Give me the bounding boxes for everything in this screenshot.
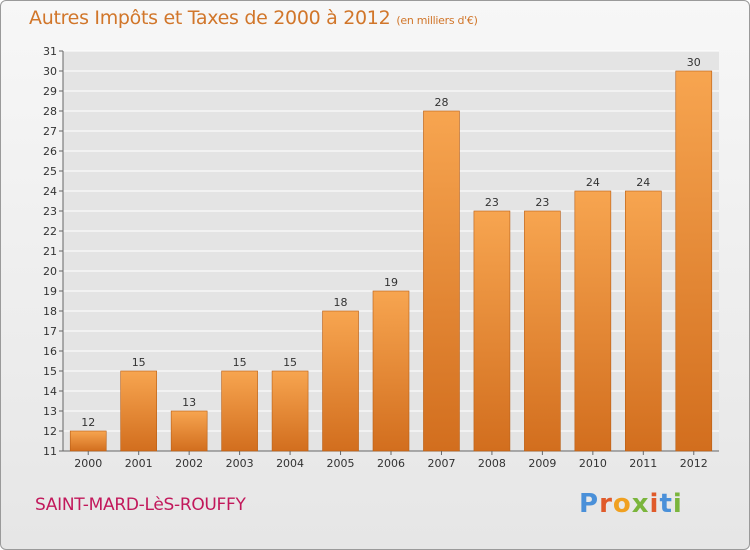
y-tick-label-21: 21 [43, 245, 57, 258]
bar-2004 [272, 371, 309, 451]
y-tick-label-29: 29 [43, 85, 57, 98]
data-label-2002: 13 [182, 396, 196, 409]
x-tick-label-2000: 2000 [74, 457, 102, 470]
x-tick-label-2002: 2002 [175, 457, 203, 470]
y-tick-label-11: 11 [43, 445, 57, 458]
bar-2010 [574, 191, 611, 451]
y-tick-label-20: 20 [43, 265, 57, 278]
logo-letter: i [649, 489, 660, 519]
data-label-2003: 15 [233, 356, 247, 369]
chart-title: Autres Impôts et Taxes de 2000 à 2012 (en… [29, 7, 478, 29]
bar-2006 [373, 291, 409, 451]
x-tick-label-2010: 2010 [579, 457, 607, 470]
y-tick-label-28: 28 [43, 105, 57, 118]
bar-2011 [625, 191, 662, 451]
proxiti-logo: Proxiti [579, 489, 683, 519]
y-tick-label-17: 17 [43, 325, 57, 338]
bar-2003 [221, 371, 258, 451]
y-tick-label-22: 22 [43, 225, 57, 238]
bar-2005 [322, 311, 359, 451]
y-tick-label-24: 24 [43, 185, 57, 198]
y-tick-label-15: 15 [43, 365, 57, 378]
y-tick-labels: 11 12 13 14 15 16 17 18 19 20 21 22 23 24 25 26 27 28 29 30… [43, 45, 63, 458]
data-label-2001: 15 [132, 356, 146, 369]
data-label-2009: 23 [535, 196, 549, 209]
bar-2007 [423, 111, 460, 451]
logo-letter: o [612, 489, 632, 519]
y-tick-label-16: 16 [43, 345, 57, 358]
data-label-2007: 28 [434, 96, 448, 109]
y-tick-label-19: 19 [43, 285, 57, 298]
x-tick-label-2001: 2001 [125, 457, 153, 470]
logo-letter: r [599, 489, 613, 519]
data-label-2008: 23 [485, 196, 499, 209]
y-tick-label-23: 23 [43, 205, 57, 218]
bar-2000 [70, 431, 107, 451]
y-tick-label-27: 27 [43, 125, 57, 138]
y-tick-label-18: 18 [43, 305, 57, 318]
x-tick-labels: 2000 2001 2002 2003 2004 2005 2006 2007 2008 2009… [74, 451, 708, 470]
data-label-2006: 19 [384, 276, 398, 289]
chart-title-text: Autres Impôts et Taxes de 2000 à 2012 [29, 7, 391, 29]
logo-letter: i [672, 489, 683, 519]
data-label-2004: 15 [283, 356, 297, 369]
data-label-2010: 24 [586, 176, 600, 189]
bars [69, 70, 713, 452]
bar-2002 [171, 411, 208, 451]
y-tick-label-25: 25 [43, 165, 57, 178]
y-tick-label-31: 31 [43, 45, 57, 58]
x-tick-label-2011: 2011 [629, 457, 657, 470]
y-tick-label-30: 30 [43, 65, 57, 78]
x-tick-label-2003: 2003 [226, 457, 254, 470]
x-tick-label-2006: 2006 [377, 457, 405, 470]
y-tick-label-14: 14 [43, 385, 57, 398]
logo-letter: t [659, 489, 673, 519]
data-labels: 12 15 13 15 15 18 19 28 23 23 24 24 30 [81, 56, 701, 429]
bar-2001 [120, 371, 157, 451]
data-label-2011: 24 [636, 176, 650, 189]
bar-2009 [524, 211, 561, 451]
logo-letter: P [579, 489, 600, 519]
x-tick-label-2004: 2004 [276, 457, 304, 470]
y-tick-label-12: 12 [43, 425, 57, 438]
data-label-2005: 18 [334, 296, 348, 309]
x-tick-label-2012: 2012 [680, 457, 708, 470]
bar-2012 [675, 71, 712, 451]
commune-name: SAINT-MARD-LèS-ROUFFY [35, 495, 246, 515]
chart-subtitle: (en milliers d'€) [396, 14, 478, 27]
x-tick-label-2005: 2005 [327, 457, 355, 470]
y-tick-label-26: 26 [43, 145, 57, 158]
x-tick-label-2009: 2009 [528, 457, 556, 470]
data-label-2000: 12 [81, 416, 95, 429]
logo-letter: x [631, 489, 650, 519]
data-label-2012: 30 [687, 56, 701, 69]
x-tick-label-2007: 2007 [427, 457, 455, 470]
x-tick-label-2008: 2008 [478, 457, 506, 470]
bar-2008 [473, 211, 510, 451]
y-tick-label-13: 13 [43, 405, 57, 418]
